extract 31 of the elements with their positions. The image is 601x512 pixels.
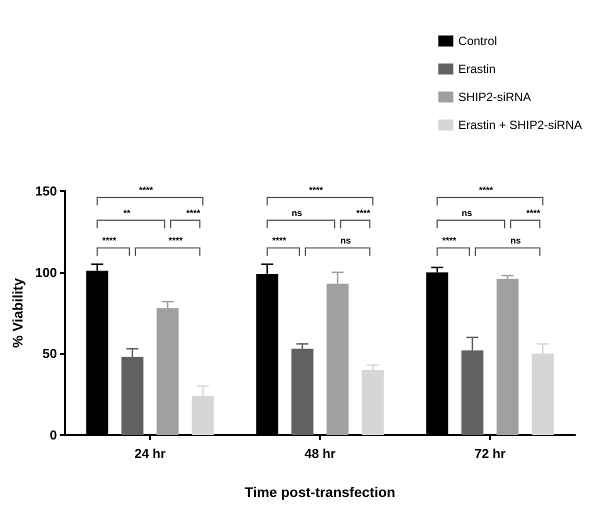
annotation: **** xyxy=(442,235,457,246)
bar xyxy=(362,370,384,435)
bar xyxy=(496,278,519,435)
legend-label: SHIP2-siRNA xyxy=(458,90,531,104)
annotation: **** xyxy=(478,185,494,196)
bar xyxy=(291,348,314,435)
annotation: ns xyxy=(462,208,472,218)
annotation: **** xyxy=(168,235,184,246)
annotation: **** xyxy=(138,185,154,196)
legend-label: Erastin xyxy=(458,62,496,76)
annotation: **** xyxy=(356,208,371,218)
y-tick-label: 100 xyxy=(35,264,57,280)
x-tick-label: 72 hr xyxy=(474,446,506,461)
x-axis-title: Time post-transfection xyxy=(244,484,396,500)
y-tick-label: 50 xyxy=(42,346,57,362)
annotation: **** xyxy=(272,235,287,246)
y-tick-label: 0 xyxy=(50,428,57,442)
x-tick-label: 24 hr xyxy=(134,446,166,461)
annotation: **** xyxy=(526,208,541,218)
annotation: **** xyxy=(186,208,201,218)
annotation: ns xyxy=(340,235,351,246)
annotation: ns xyxy=(510,235,521,246)
annotation: ns xyxy=(292,208,302,218)
annotation: **** xyxy=(102,235,117,246)
annotation: **** xyxy=(308,185,324,196)
legend-label: Erastin + SHIP2-siRNA xyxy=(458,118,582,132)
x-tick-label: 48 hr xyxy=(304,446,336,461)
annotation: ** xyxy=(123,208,131,218)
y-tick-label: 150 xyxy=(35,184,57,198)
y-axis-title: % Viability xyxy=(9,278,26,348)
legend-label: Control xyxy=(458,34,497,48)
